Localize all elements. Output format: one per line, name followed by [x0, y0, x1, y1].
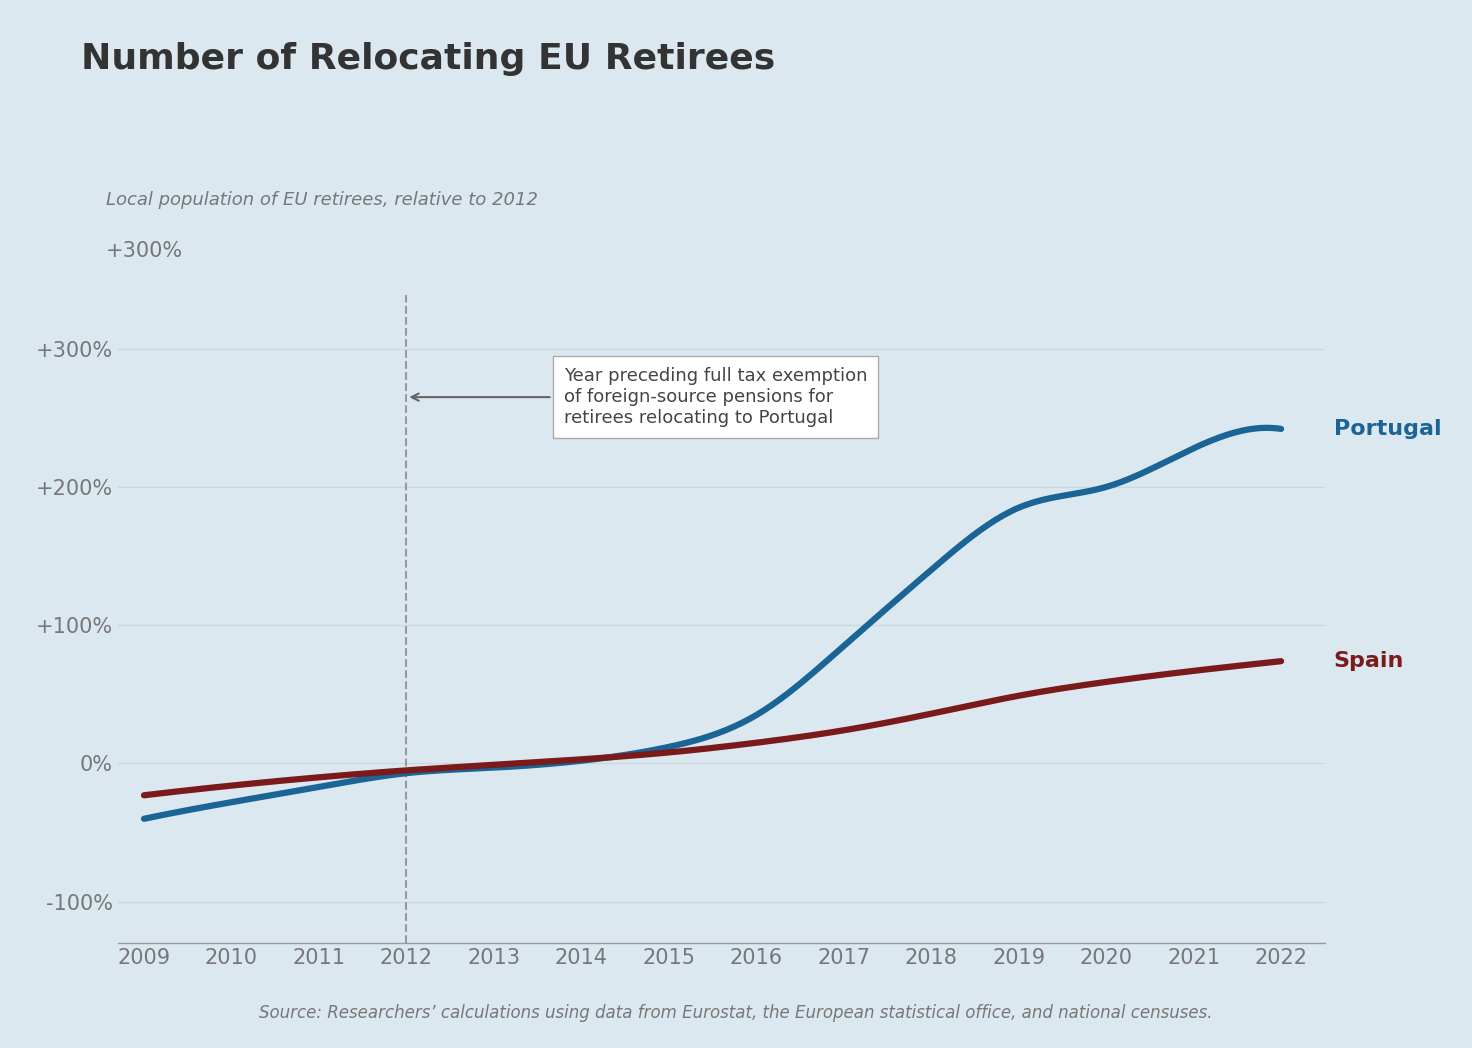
Text: Year preceding full tax exemption
of foreign-source pensions for
retirees reloca: Year preceding full tax exemption of for… — [412, 368, 867, 427]
Text: Number of Relocating EU Retirees: Number of Relocating EU Retirees — [81, 42, 776, 75]
Text: +300%: +300% — [106, 241, 183, 261]
Text: Portugal: Portugal — [1334, 419, 1441, 439]
Text: Local population of EU retirees, relative to 2012: Local population of EU retirees, relativ… — [106, 191, 537, 209]
Text: Source: Researchers’ calculations using data from Eurostat, the European statist: Source: Researchers’ calculations using … — [259, 1004, 1213, 1022]
Text: Spain: Spain — [1334, 651, 1404, 671]
